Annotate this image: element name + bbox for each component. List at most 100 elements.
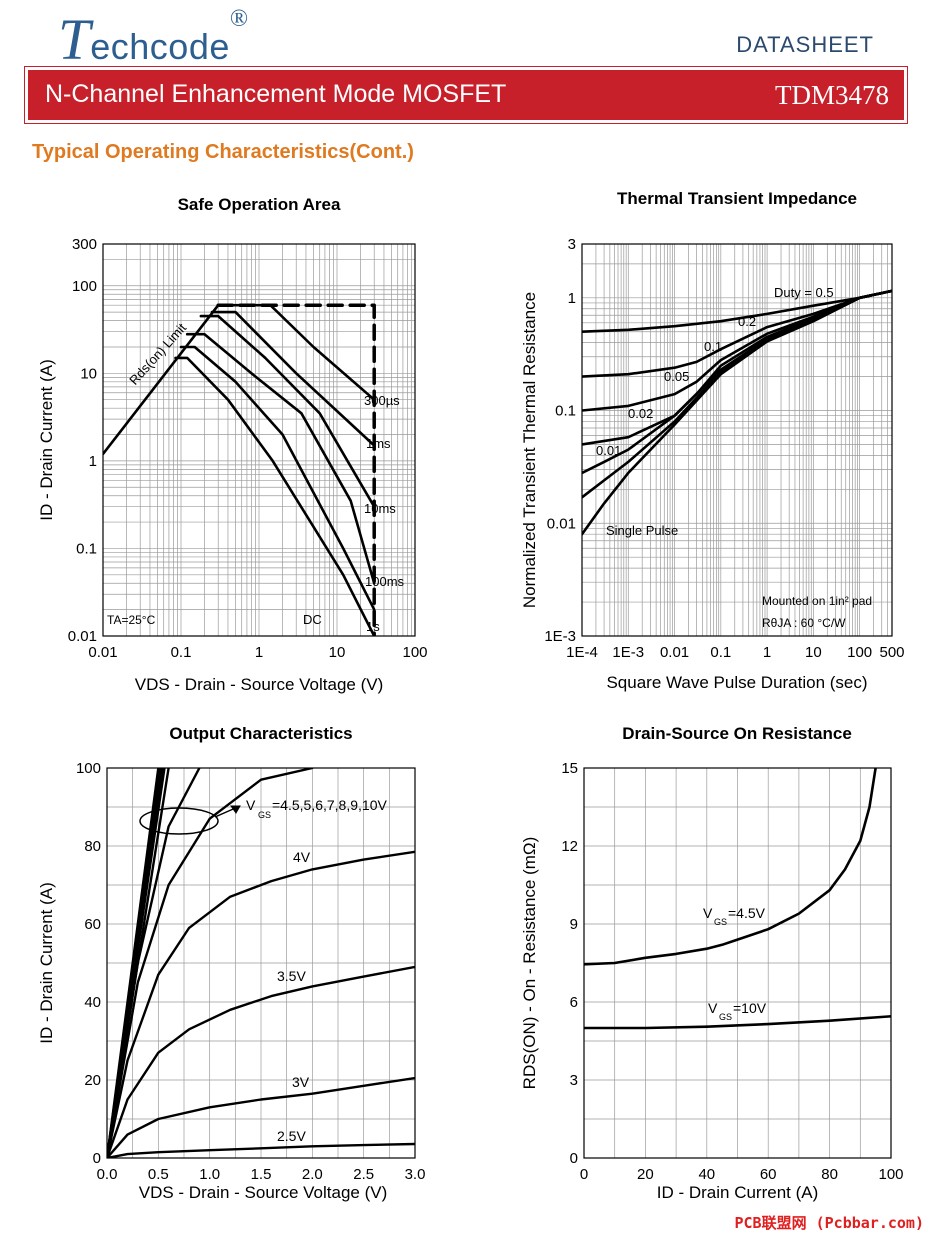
vgs-group-subscript: GS xyxy=(258,810,271,820)
mounting-note: Mounted on 1in² pad xyxy=(762,594,872,608)
series-line-1ms xyxy=(210,310,376,447)
vgs10-label-subscript: GS xyxy=(719,1012,732,1022)
series-line-10ms xyxy=(199,314,376,508)
x-tick-label: 0 xyxy=(580,1166,588,1183)
series-line-single-pulse xyxy=(582,289,892,536)
plot-frame xyxy=(102,243,416,637)
series-line-3-5v xyxy=(107,965,415,1158)
series-label-100ms: 100ms xyxy=(365,574,405,589)
chart-title: Safe Operation Area xyxy=(178,195,341,214)
y-tick-label: 0 xyxy=(570,1150,578,1167)
x-tick-label: 100 xyxy=(878,1166,903,1183)
registered-mark: ® xyxy=(229,6,249,32)
plot-frame xyxy=(106,767,416,1159)
part-number: TDM3478 xyxy=(775,80,889,110)
series-label-1ms: 1ms xyxy=(366,436,391,451)
series-label-0-02: 0.02 xyxy=(628,406,653,421)
x-tick-label: 1 xyxy=(763,644,771,661)
y-tick-label: 0 xyxy=(93,1150,101,1167)
x-tick-label: 3.0 xyxy=(405,1166,426,1183)
series-line-package-limit xyxy=(216,303,376,636)
series-line-3v xyxy=(107,1076,415,1158)
series-line-rds-on-limit xyxy=(103,303,220,456)
x-tick-label: 0.0 xyxy=(97,1166,118,1183)
y-tick-label: 1 xyxy=(89,453,97,470)
y-tick-label: 100 xyxy=(72,278,97,295)
series-label-0-05: 0.05 xyxy=(664,369,689,384)
x-axis-label: Square Wave Pulse Duration (sec) xyxy=(606,673,867,692)
series-label-300us: 300µs xyxy=(364,393,400,408)
y-tick-label: 1 xyxy=(568,290,576,307)
title-banner: N-Channel Enhancement Mode MOSFET TDM347… xyxy=(24,66,908,124)
x-tick-label: 60 xyxy=(760,1166,777,1183)
y-tick-label: 10 xyxy=(80,365,97,382)
y-tick-label: 0.1 xyxy=(555,403,576,420)
y-tick-label: 1E-3 xyxy=(544,628,576,645)
x-axis-label: VDS - Drain - Source Voltage (V) xyxy=(139,1183,387,1202)
y-tick-label: 20 xyxy=(84,1072,101,1089)
chart-title: Drain-Source On Resistance xyxy=(622,724,852,743)
series-label-2-5v: 2.5V xyxy=(277,1128,306,1144)
y-axis-label: ID - Drain Current (A) xyxy=(37,359,56,521)
x-tick-label: 0.01 xyxy=(660,644,689,661)
vgs45-label-subscript: GS xyxy=(714,917,727,927)
series-line-2-5v xyxy=(107,1142,415,1158)
y-tick-label: 0.1 xyxy=(76,540,97,557)
y-tick-label: 0.01 xyxy=(68,628,97,645)
x-axis-label: VDS - Drain - Source Voltage (V) xyxy=(135,675,383,694)
vgs10-label-value: =10V xyxy=(733,1000,767,1016)
series-line-vgs-4-5v xyxy=(107,768,314,1158)
y-tick-label: 9 xyxy=(570,916,578,933)
series-label-3-5v: 3.5V xyxy=(277,968,306,984)
y-tick-label: 3 xyxy=(570,1072,578,1089)
x-tick-label: 500 xyxy=(879,644,904,661)
y-tick-label: 6 xyxy=(570,994,578,1011)
series-label-single-pulse: Single Pulse xyxy=(606,523,678,538)
y-tick-label: 60 xyxy=(84,916,101,933)
series-label-10ms: 10ms xyxy=(364,501,396,516)
series-line-vgs-5-5v xyxy=(107,768,201,1158)
series-line-vgs-10v xyxy=(584,1015,891,1030)
series-label-dc: DC xyxy=(303,612,322,627)
series-line-1s xyxy=(179,345,376,611)
chart-rdson: Drain-Source On Resistance 0 20 40 60 80 100 0 3… xyxy=(520,724,904,1202)
logo: Techcode® xyxy=(58,6,248,73)
vgs45-label-v: V xyxy=(703,905,713,921)
x-tick-label: 1E-4 xyxy=(566,644,598,661)
x-axis-label: ID - Drain Current (A) xyxy=(657,1183,819,1202)
x-tick-label: 0.1 xyxy=(171,644,192,661)
chart-title: Thermal Transient Impedance xyxy=(617,189,857,208)
series-label-4v: 4V xyxy=(293,849,311,865)
x-tick-label: 2.0 xyxy=(302,1166,323,1183)
y-tick-label: 3 xyxy=(568,236,576,253)
y-tick-label: 40 xyxy=(84,994,101,1011)
x-tick-label: 20 xyxy=(637,1166,654,1183)
x-tick-label: 10 xyxy=(805,644,822,661)
x-tick-label: 1 xyxy=(255,644,263,661)
series-label-0-2: 0.2 xyxy=(738,314,756,329)
series-line-dc xyxy=(174,356,376,636)
x-tick-label: 1.5 xyxy=(251,1166,272,1183)
y-axis-label: RDS(ON) - On - Resistance (mΩ) xyxy=(520,837,539,1090)
series-label-0-1: 0.1 xyxy=(704,339,722,354)
x-tick-label: 80 xyxy=(821,1166,838,1183)
x-tick-label: 10 xyxy=(329,644,346,661)
x-tick-label: 0.1 xyxy=(710,644,731,661)
y-tick-label: 12 xyxy=(561,838,578,855)
x-tick-label: 100 xyxy=(847,644,872,661)
series-line-4v xyxy=(107,850,415,1158)
y-axis-label: Normalized Transient Thermal Resistance xyxy=(520,292,539,608)
plot-frame xyxy=(581,243,893,637)
y-tick-label: 300 xyxy=(72,236,97,253)
x-tick-label: 2.5 xyxy=(353,1166,374,1183)
vgs10-label-v: V xyxy=(708,1000,718,1016)
section-title: Typical Operating Characteristics(Cont.) xyxy=(32,141,414,163)
x-tick-label: 100 xyxy=(402,644,427,661)
y-tick-label: 0.01 xyxy=(547,515,576,532)
vgs45-label-value: =4.5V xyxy=(728,905,766,921)
x-tick-label: 1E-3 xyxy=(612,644,644,661)
thermal-resistance-note: RθJA : 60 °C/W xyxy=(762,616,846,630)
y-tick-label: 80 xyxy=(84,838,101,855)
